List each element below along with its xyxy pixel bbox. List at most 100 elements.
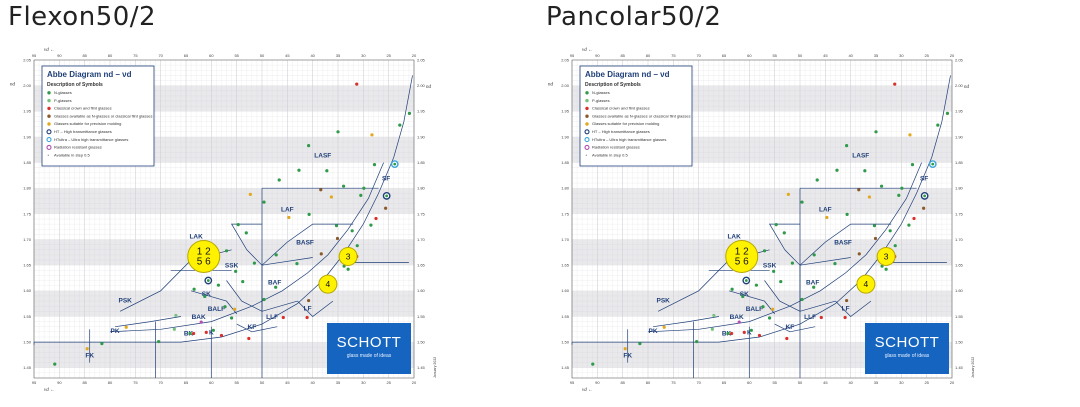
glass-point-33 <box>815 178 819 182</box>
glass-point-9 <box>741 294 745 299</box>
x-tick-top: 90 <box>595 53 600 58</box>
glass-point-31 <box>845 144 849 148</box>
x-tick-bottom: 55 <box>772 380 777 385</box>
glass-point-26 <box>407 111 412 115</box>
x-tick-top: 80 <box>646 53 651 58</box>
glass-point-21 <box>369 223 373 227</box>
glass-point-51 <box>234 269 238 273</box>
glass-point-58 <box>219 333 224 338</box>
y-tick-left: 1.60 <box>561 288 570 293</box>
region-label-balf: BALF <box>208 306 225 313</box>
glass-point-3 <box>710 327 714 331</box>
legend-title: Abbe Diagram nd – νd <box>47 70 132 79</box>
glass-point-41 <box>319 188 323 192</box>
region-label-laf: LAF <box>281 206 294 213</box>
glass-point-37 <box>782 231 786 235</box>
glass-point-33 <box>277 178 281 182</box>
x-tick-top: 65 <box>184 53 189 58</box>
glass-point-10 <box>754 283 759 287</box>
glass-point-49 <box>812 253 816 257</box>
y-tick-right: 1.95 <box>955 109 964 114</box>
date-label: January 2022 <box>971 357 975 378</box>
glass-point-29 <box>874 130 878 134</box>
y-axis-name-right: nd <box>426 85 432 90</box>
marker-circle-0 <box>725 239 759 273</box>
region-boundary-18 <box>236 323 278 333</box>
x-tick-bottom: 35 <box>874 380 879 385</box>
region-label-basf: BASF <box>834 240 852 247</box>
glass-point-16 <box>843 315 847 320</box>
y-axis-name-left: nd <box>548 83 554 88</box>
glass-point-27 <box>893 82 897 86</box>
glass-point-37 <box>244 231 248 235</box>
glass-point-11 <box>241 279 245 284</box>
y-tick-right: 1.50 <box>955 339 964 344</box>
y-tick-left: 1.80 <box>23 186 32 191</box>
glass-point-17 <box>845 298 849 303</box>
y-tick-left: 1.70 <box>23 237 32 242</box>
y-tick-left: 1.90 <box>561 134 570 139</box>
x-tick-bottom: 60 <box>747 380 752 385</box>
legend-symbol-5 <box>584 129 590 135</box>
region-boundary-2 <box>647 162 922 333</box>
marker-label-0-0: 1 2 <box>735 246 749 257</box>
region-label-balf: BALF <box>746 306 763 313</box>
glass-point-12 <box>206 279 210 282</box>
x-tick-bottom: 45 <box>823 380 828 385</box>
region-boundary-2 <box>109 162 384 333</box>
y-tick-right: 1.55 <box>417 314 426 319</box>
x-tick-top: 20 <box>412 53 417 58</box>
legend-symbol-8: * <box>48 153 50 158</box>
x-tick-top: 75 <box>133 53 138 58</box>
legend-subtitle: Description of Symbols <box>47 82 103 88</box>
glass-point-28 <box>370 133 374 137</box>
region-boundary-14 <box>653 316 719 328</box>
region-label-baf: BAF <box>268 280 281 287</box>
legend-item-4: Glasses suitable for precision molding <box>54 121 121 126</box>
region-label-laf: LAF <box>819 206 832 213</box>
glass-point-55 <box>623 347 627 351</box>
y-tick-right: 1.50 <box>417 339 426 344</box>
legend-symbol-0 <box>47 91 51 95</box>
glass-point-34 <box>262 200 266 204</box>
region-label-lak: LAK <box>727 233 741 240</box>
y-tick-right: 1.60 <box>417 288 426 293</box>
marker-circle-2 <box>318 274 338 294</box>
legend-item-5: HT – High transmittance glasses <box>592 129 650 134</box>
glass-point-17 <box>307 298 311 303</box>
glass-point-21 <box>907 223 911 227</box>
legend-item-3: Glasses available as N-glasses or classi… <box>54 113 152 118</box>
glass-point-38 <box>224 249 229 253</box>
band-2 <box>34 290 414 317</box>
marker-label-0-1: 5 6 <box>197 256 211 267</box>
x-tick-top: 35 <box>874 53 879 58</box>
glass-point-35 <box>248 192 252 196</box>
region-label-k: K <box>209 329 214 336</box>
x-tick-bottom: 55 <box>234 380 239 385</box>
glass-point-30 <box>863 169 867 173</box>
legend-symbol-1 <box>585 98 589 103</box>
plot-frame <box>33 59 415 379</box>
y-tick-left: 1.85 <box>561 160 570 165</box>
glass-point-42 <box>867 195 872 199</box>
x-tick-top: 85 <box>620 53 625 58</box>
region-boundary-17 <box>835 300 872 317</box>
region-boundary-14 <box>115 316 181 328</box>
x-tick-top: 70 <box>696 53 701 58</box>
glass-point-47 <box>873 236 878 241</box>
marker-label-2-0: 4 <box>325 279 330 289</box>
x-tick-bottom: 35 <box>336 380 341 385</box>
glass-point-13 <box>800 297 804 302</box>
y-tick-left: 1.50 <box>23 339 32 344</box>
abbe-diagram-left: 95 95 90 90 85 85 80 80 75 75 70 70 65 65 60 60 55 55 50 50… <box>10 48 437 393</box>
legend-symbol-4 <box>585 122 589 126</box>
glass-point-56 <box>662 325 666 329</box>
region-label-lf: LF <box>842 305 850 312</box>
legend-item-0: N-glasses <box>592 90 610 95</box>
y-tick-left: 1.55 <box>561 314 570 319</box>
y-tick-right: 1.90 <box>955 134 964 139</box>
region-label-ssk: SSK <box>225 263 239 270</box>
band-6 <box>34 188 414 214</box>
region-boundary-17 <box>297 300 334 317</box>
region-label-bak: BAK <box>730 314 744 321</box>
